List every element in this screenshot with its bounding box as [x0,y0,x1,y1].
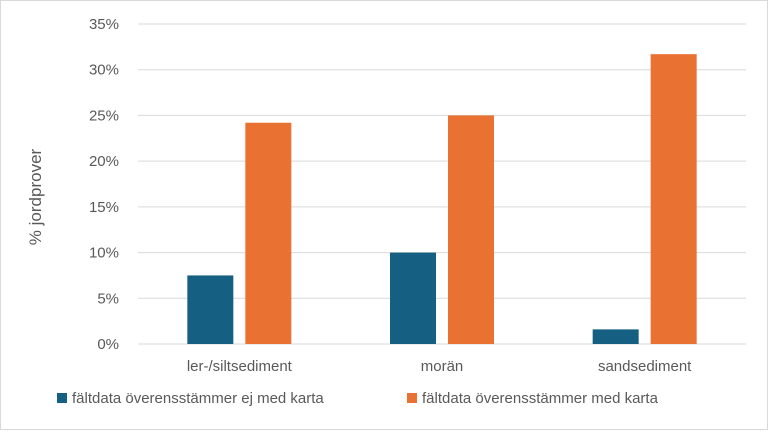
bar-ej-med-karta [592,329,639,344]
x-axis-categories: ler-/siltsediment morän sandsediment [187,358,692,375]
bars [187,54,697,345]
y-tick-label: 20% [89,153,119,170]
legend-swatch [57,393,67,403]
x-category-label: morän [421,358,464,375]
y-tick-label: 30% [89,62,119,79]
y-tick-label: 35% [89,16,119,33]
bar-ej-med-karta [390,252,436,344]
bar-med-karta [245,122,292,344]
x-category-label: sandsediment [598,358,692,375]
bar-med-karta [650,54,697,345]
y-tick-label: 0% [97,336,119,353]
y-tick-label: 5% [97,290,119,307]
legend-label: fältdata överensstämmer ej med karta [72,390,324,407]
x-category-label: ler-/siltsediment [187,358,293,375]
y-tick-label: 25% [89,107,119,124]
y-tick-label: 10% [89,245,119,262]
y-axis-title: % jordprover [26,148,45,245]
bar-med-karta [448,115,494,344]
bar-ej-med-karta [187,275,234,344]
legend: fältdata överensstämmer ej med karta fält… [57,390,659,407]
gridlines [138,23,746,345]
y-tick-label: 15% [89,199,119,216]
legend-swatch [407,393,417,403]
y-axis-ticks: 0% 5% 10% 15% 20% 25% 30% 35% [89,16,119,353]
legend-label: fältdata överensstämmer med karta [422,390,659,407]
